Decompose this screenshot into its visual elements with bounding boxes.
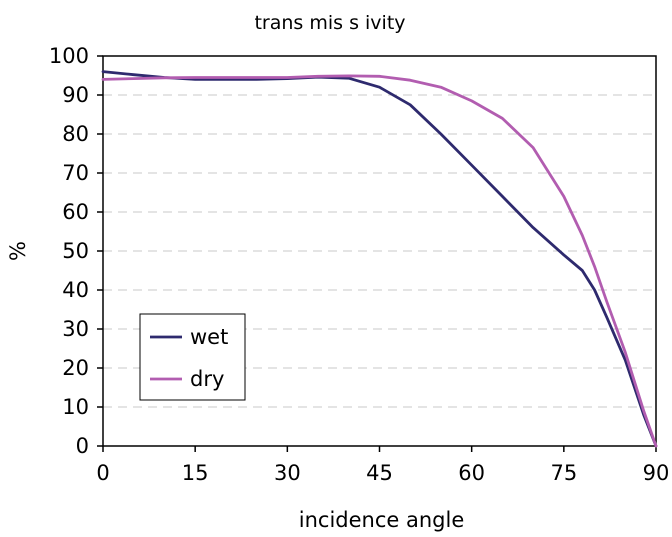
y-tick-label: 40: [62, 278, 89, 302]
legend-items: wet dry: [150, 325, 228, 391]
y-tick-label: 80: [62, 122, 89, 146]
x-tick-label: 30: [274, 461, 301, 485]
x-tick-label: 75: [550, 461, 577, 485]
data-series: [101, 70, 658, 448]
legend: wet dry: [139, 313, 246, 401]
y-tick-label: 10: [62, 395, 89, 419]
series-line-wet: [101, 70, 658, 448]
y-tick-label: 90: [62, 83, 89, 107]
y-tick-label: 70: [62, 161, 89, 185]
legend-label-dry: dry: [190, 367, 224, 391]
series-line-dry: [101, 74, 658, 448]
axes: 0 10 20 30 40 50 60 70 80 90 100 0 15 30 45 60 75 90: [49, 44, 669, 485]
legend-box: [139, 313, 246, 401]
x-tick-label: 60: [458, 461, 485, 485]
y-axis-title: %: [6, 241, 30, 261]
y-tick-label: 20: [62, 356, 89, 380]
y-tick-label: 50: [62, 239, 89, 263]
legend-label-wet: wet: [190, 325, 228, 349]
y-tick-label: 100: [49, 44, 89, 68]
x-tick-label: 90: [643, 461, 670, 485]
y-tick-label: 60: [62, 200, 89, 224]
y-tick-label: 0: [76, 434, 89, 458]
y-tick-label: 30: [62, 317, 89, 341]
x-tick-label: 45: [366, 461, 393, 485]
chart-title: trans mis s ivity: [254, 12, 405, 34]
x-tick-label: 0: [96, 461, 109, 485]
x-axis-title: incidence angle: [299, 508, 465, 532]
x-tick-label: 15: [182, 461, 209, 485]
